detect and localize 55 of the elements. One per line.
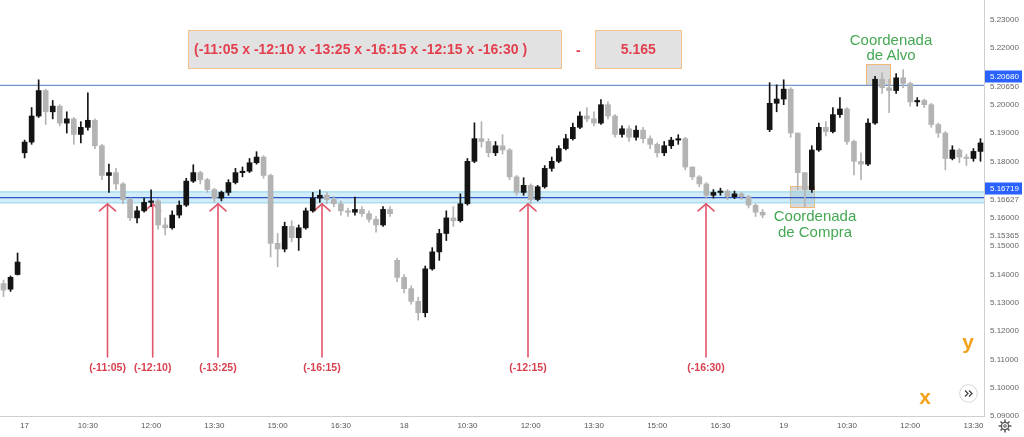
x-tick-label: 12:00 — [141, 421, 162, 430]
x-tick-label: 12:00 — [520, 421, 542, 430]
candlestick — [914, 97, 921, 107]
candlestick — [675, 134, 682, 145]
y-tick-label: 5.15000 — [990, 241, 1020, 251]
y-tick-label: 5.13000 — [990, 298, 1020, 308]
y-tick-label: 5.22000 — [990, 43, 1020, 53]
x-tick-label: 10:30 — [457, 421, 478, 430]
x-tick-label: 10:30 — [836, 421, 858, 430]
x-tick-label: 15:00 — [267, 421, 289, 430]
x-tick-label: 10:30 — [77, 421, 99, 430]
x-tick-label: 12:00 — [900, 421, 921, 430]
x-tick-label: 15:00 — [647, 421, 668, 430]
y-tick-label: 5.18000 — [990, 156, 1020, 166]
candlestick — [352, 196, 358, 216]
x-tick-label: 18 — [399, 421, 410, 430]
annotation: (-16:15) — [303, 360, 341, 373]
y-tick-label: 5.19000 — [990, 128, 1020, 138]
annotation: (-13:25) — [199, 360, 237, 373]
y-tick-label: 5.23000 — [990, 15, 1020, 25]
x-axis-title: x — [919, 384, 932, 408]
y-tick-label: 5.16627 — [990, 195, 1020, 205]
y-tick-label: 5.20000 — [990, 99, 1020, 109]
y-tick-label: 5.16000 — [990, 213, 1020, 223]
x-tick-label: 16:30 — [330, 421, 352, 430]
annotation: (-11:05) — [89, 360, 126, 373]
x-tick-label: 16:30 — [710, 421, 731, 430]
annotation: (-12:10) — [134, 360, 172, 373]
x-tick-label: 13:30 — [963, 421, 985, 430]
candlestick — [106, 163, 112, 193]
x-tick-label: 13:30 — [583, 421, 605, 430]
y-tick-label: 5.11000 — [990, 354, 1019, 364]
ref-line-label: 5.20680 — [990, 71, 1020, 81]
candlestick — [345, 207, 351, 217]
candlestick — [316, 189, 323, 203]
annotation: Coordenada de Alvo — [849, 30, 933, 64]
ref-line-label: 5.16719 — [990, 183, 1020, 193]
label-box: 5.165 — [594, 30, 682, 69]
x-tick-label: 19 — [779, 421, 789, 430]
annotation: (-16:30) — [687, 360, 725, 373]
y-tick-label: 5.12000 — [990, 326, 1020, 336]
y-tick-label: 5.14000 — [990, 269, 1020, 279]
text: (-11:05 x -12:10 x -13:25 x -16:15 x -12:15 x -16:30 ) — [188, 30, 563, 69]
x-tick-label: 13:30 — [204, 421, 225, 430]
y-tick-label: 5.15365 — [990, 231, 1020, 241]
y-axis-title: y — [962, 329, 975, 353]
annotation: Coordenada de Compra — [773, 207, 857, 240]
y-tick-label: 5.20650 — [990, 81, 1020, 91]
annotation: (-12:15) — [509, 360, 547, 373]
annotation: - — [576, 41, 581, 58]
x-tick-label: 17 — [20, 421, 30, 430]
candlestick — [162, 217, 168, 236]
y-tick-label: 5.09000 — [990, 411, 1020, 421]
y-tick-label: 5.10000 — [990, 382, 1020, 392]
candlestick — [584, 107, 590, 123]
